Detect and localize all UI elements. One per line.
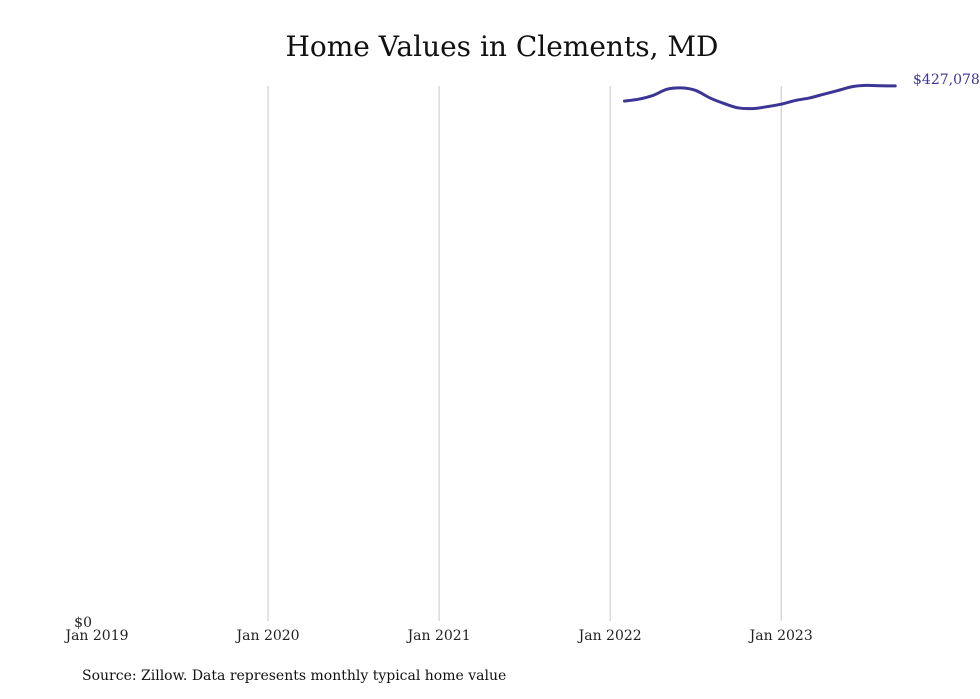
x-tick-label: Jan 2022 — [577, 628, 642, 644]
chart-title: Home Values in Clements, MD — [285, 30, 719, 63]
x-tick-label: Jan 2023 — [748, 628, 813, 644]
x-tick-label: Jan 2021 — [406, 628, 471, 644]
y-tick-label: $0 — [74, 615, 92, 631]
gridlines — [267, 86, 782, 621]
source-note: Source: Zillow. Data represents monthly … — [82, 668, 507, 684]
end-value-label: $427,078 — [913, 72, 980, 88]
series-line — [622, 83, 897, 111]
x-tick-label: Jan 2019 — [63, 628, 128, 644]
label-layer: Jan 2019 Jan 2020 Jan 2021 Jan 2022 Jan 2023… — [63, 72, 979, 644]
series-layer — [622, 83, 897, 111]
x-tick-label: Jan 2020 — [235, 628, 300, 644]
